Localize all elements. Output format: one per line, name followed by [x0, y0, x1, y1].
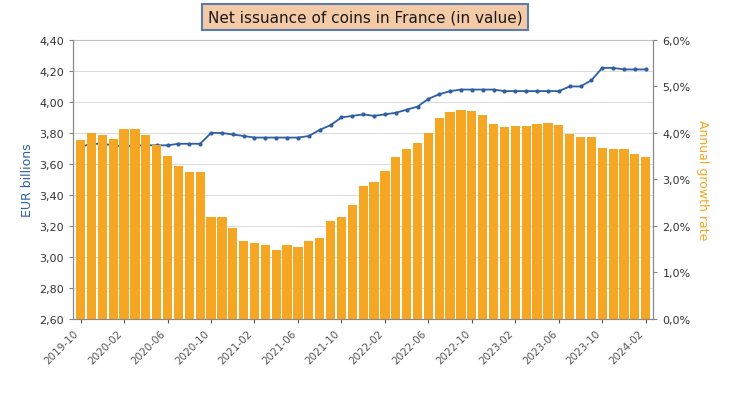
- Bar: [413, 144, 422, 319]
- Bar: [587, 137, 596, 319]
- Bar: [630, 155, 639, 319]
- Bar: [391, 158, 400, 319]
- Bar: [337, 217, 346, 319]
- Bar: [283, 246, 292, 319]
- Bar: [521, 127, 531, 319]
- Bar: [478, 116, 488, 319]
- Bar: [315, 239, 324, 319]
- Bar: [609, 150, 618, 319]
- Bar: [619, 150, 629, 319]
- Bar: [87, 134, 96, 319]
- Bar: [532, 124, 542, 319]
- Bar: [380, 172, 390, 319]
- Bar: [272, 250, 281, 319]
- Bar: [120, 130, 128, 319]
- Bar: [250, 243, 259, 319]
- Text: Net issuance of coins in France (in value): Net issuance of coins in France (in valu…: [208, 10, 522, 25]
- Bar: [576, 137, 585, 319]
- Bar: [326, 222, 335, 319]
- Bar: [347, 205, 357, 319]
- Bar: [467, 111, 477, 319]
- Bar: [434, 119, 444, 319]
- Bar: [511, 127, 520, 319]
- Bar: [423, 134, 433, 319]
- Y-axis label: EUR billions: EUR billions: [20, 143, 34, 217]
- Bar: [207, 217, 215, 319]
- Bar: [174, 167, 183, 319]
- Bar: [228, 229, 237, 319]
- Bar: [369, 182, 379, 319]
- Bar: [500, 128, 509, 319]
- Bar: [304, 241, 313, 319]
- Bar: [641, 158, 650, 319]
- Bar: [109, 139, 118, 319]
- Bar: [163, 157, 172, 319]
- Bar: [76, 141, 85, 319]
- Bar: [598, 148, 607, 319]
- Y-axis label: Annual growth rate: Annual growth rate: [696, 120, 709, 240]
- Bar: [261, 246, 270, 319]
- Bar: [218, 217, 226, 319]
- Bar: [543, 124, 553, 319]
- Bar: [185, 173, 194, 319]
- Bar: [445, 113, 455, 319]
- Bar: [456, 110, 466, 319]
- Bar: [293, 247, 303, 319]
- Bar: [131, 130, 139, 319]
- Bar: [554, 125, 564, 319]
- Bar: [141, 136, 150, 319]
- Bar: [489, 124, 498, 319]
- Bar: [98, 136, 107, 319]
- Bar: [565, 135, 575, 319]
- Bar: [196, 173, 205, 319]
- Bar: [239, 241, 248, 319]
- Bar: [402, 150, 411, 319]
- Bar: [152, 145, 161, 319]
- Bar: [358, 187, 368, 319]
